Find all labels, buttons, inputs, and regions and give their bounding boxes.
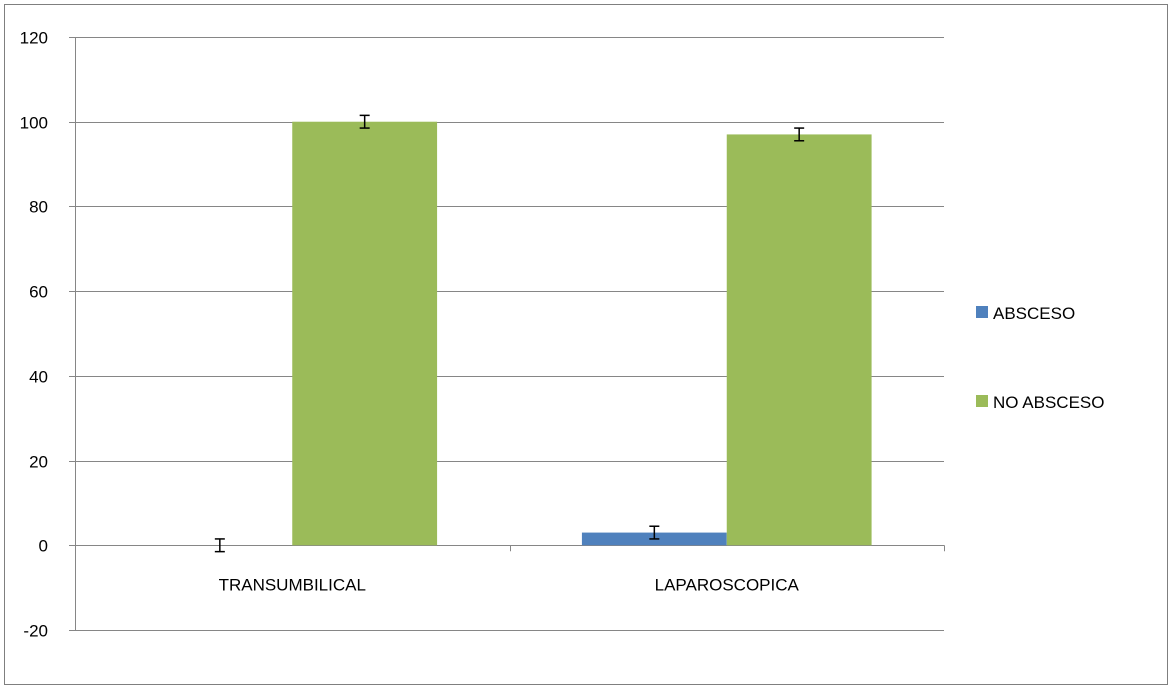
error-bar [649,525,660,540]
legend-item: ABSCESO [976,304,1075,323]
legend-swatch [976,395,988,407]
y-axis-tick-labels: 120 100 80 60 40 20 0 -20 [20,29,48,641]
y-tick-label: 80 [29,198,48,217]
legend-item: NO ABSCESO [976,393,1104,412]
category-axis [75,545,945,552]
error-bar [214,538,225,553]
gridlines [69,37,944,631]
chart-border [4,4,1168,685]
legend-label: NO ABSCESO [993,393,1104,412]
bar [726,134,872,546]
y-tick-label: 100 [20,114,48,133]
y-tick-label: 20 [29,453,48,472]
legend-swatch [976,306,988,318]
y-tick-label: -20 [23,622,48,641]
y-tick-label: 60 [29,283,48,302]
x-axis-tick-labels: TRANSUMBILICAL LAPAROSCOPICA [219,575,800,594]
x-tick-label: LAPAROSCOPICA [655,575,800,594]
legend-label: ABSCESO [993,304,1075,323]
legend: ABSCESO NO ABSCESO [976,304,1104,412]
bars [292,121,872,546]
y-tick-label: 120 [20,29,48,48]
y-tick-label: 40 [29,368,48,387]
error-bar [794,127,805,142]
error-bar [359,114,370,129]
bar [292,121,438,546]
x-tick-label: TRANSUMBILICAL [219,575,366,594]
y-tick-label: 0 [39,537,48,556]
error-bars [214,114,805,553]
